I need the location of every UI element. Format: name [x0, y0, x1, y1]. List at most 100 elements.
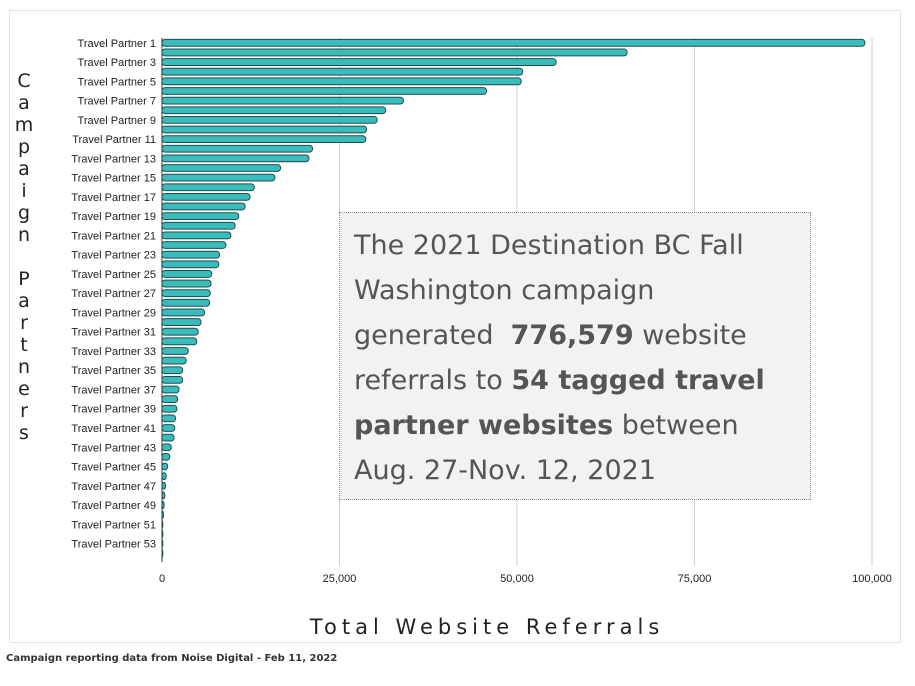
- source-footnote: Campaign reporting data from Noise Digit…: [6, 653, 338, 664]
- bar: [161, 395, 179, 404]
- bar: [161, 501, 165, 509]
- callout-partner-count: 54 tagged travel: [511, 365, 765, 396]
- bar: [161, 202, 246, 211]
- bar: [161, 125, 367, 134]
- bar: [161, 231, 232, 240]
- bar: [161, 327, 199, 336]
- bar: [161, 347, 189, 355]
- bar: [161, 279, 212, 288]
- category-label: Travel Partner 43: [71, 442, 156, 454]
- x-tick-label: 0: [159, 573, 165, 585]
- bar: [161, 192, 251, 201]
- bar: [161, 298, 211, 307]
- category-label: Travel Partner 7: [78, 96, 156, 108]
- bar: [161, 433, 175, 442]
- bar: [161, 144, 314, 153]
- bar: [161, 212, 240, 221]
- bar: [161, 183, 255, 192]
- bar: [161, 424, 176, 432]
- bar: [161, 356, 187, 365]
- bar: [161, 318, 202, 326]
- bar: [161, 154, 310, 163]
- category-label: Travel Partner 49: [71, 500, 156, 512]
- bar: [161, 452, 171, 461]
- bar: [161, 260, 220, 269]
- x-tick-label: 25,000: [323, 573, 357, 585]
- bar: [161, 250, 221, 259]
- callout-line-3a: generated: [354, 320, 511, 351]
- x-tick-label: 100,000: [852, 573, 892, 585]
- category-label: Travel Partner 31: [71, 327, 156, 339]
- bar: [161, 221, 236, 230]
- bar: [161, 530, 164, 538]
- bar: [161, 164, 282, 172]
- bar: [161, 549, 164, 558]
- bar: [161, 366, 184, 375]
- chart-frame: [9, 10, 901, 643]
- x-tick-label: 50,000: [500, 573, 534, 585]
- bar: [161, 58, 557, 66]
- callout-date-range: Aug. 27-Nov. 12, 2021: [354, 455, 656, 486]
- category-label: Travel Partner 35: [71, 365, 156, 377]
- category-label: Travel Partner 19: [71, 211, 156, 223]
- callout-line-2: Washington campaign: [354, 275, 655, 306]
- bar: [161, 135, 367, 144]
- bar: [161, 539, 164, 548]
- callout-line-4a: referrals to: [354, 365, 512, 396]
- category-label: Travel Partner 9: [78, 115, 156, 127]
- x-axis-label: Total Website Referrals: [309, 615, 665, 639]
- category-label: Travel Partner 51: [71, 519, 156, 531]
- callout-line-5b: between: [613, 410, 739, 441]
- bar: [161, 462, 169, 471]
- bar: [161, 491, 166, 500]
- category-label: Travel Partner 47: [71, 481, 156, 493]
- bar: [161, 289, 211, 298]
- bar: [161, 472, 167, 481]
- bar: [161, 106, 387, 115]
- category-label: Travel Partner 39: [71, 404, 156, 416]
- bar: [161, 48, 628, 57]
- callout-line-1: The 2021 Destination BC Fall: [354, 230, 744, 261]
- bar: [161, 241, 227, 249]
- bar: [161, 38, 866, 47]
- category-label: Travel Partner 27: [71, 288, 156, 300]
- category-label: Travel Partner 5: [78, 76, 156, 88]
- category-label: Travel Partner 3: [78, 57, 156, 69]
- bar: [161, 87, 487, 95]
- bar: [161, 173, 276, 182]
- bar: [161, 67, 524, 76]
- callout-line-3c: website: [633, 320, 747, 351]
- bar: [161, 443, 172, 452]
- bar: [161, 404, 178, 413]
- bar: [161, 510, 164, 519]
- bar: [161, 385, 180, 394]
- y-axis-label: C a m p a i g n P a r t n e r s: [14, 70, 34, 444]
- category-label: Travel Partner 45: [71, 462, 156, 474]
- bar: [161, 308, 206, 317]
- category-label: Travel Partner 15: [71, 173, 156, 185]
- category-label: Travel Partner 1: [78, 38, 156, 50]
- campaign-summary-callout: The 2021 Destination BC Fall Washington …: [339, 212, 811, 500]
- category-label: Travel Partner 17: [71, 192, 156, 204]
- category-label: Travel Partner 23: [71, 250, 156, 262]
- bar: [161, 115, 378, 124]
- category-label: Travel Partner 29: [71, 307, 156, 319]
- bar: [161, 270, 213, 278]
- category-label: Travel Partner 21: [71, 230, 156, 242]
- x-tick-label: 75,000: [678, 573, 712, 585]
- category-label: Travel Partner 13: [71, 153, 156, 165]
- bar: [161, 414, 176, 423]
- bar: [161, 375, 184, 384]
- category-label: Travel Partner 25: [71, 269, 156, 281]
- category-label: Travel Partner 33: [71, 346, 156, 358]
- category-label: Travel Partner 41: [71, 423, 156, 435]
- callout-total-referrals: 776,579: [510, 320, 634, 351]
- callout-line-5a: partner websites: [354, 410, 614, 441]
- bar: [161, 337, 198, 346]
- bar: [161, 77, 522, 86]
- category-label: Travel Partner 53: [71, 539, 156, 551]
- bar: [161, 520, 164, 529]
- bar: [161, 481, 167, 490]
- bar: [161, 96, 404, 105]
